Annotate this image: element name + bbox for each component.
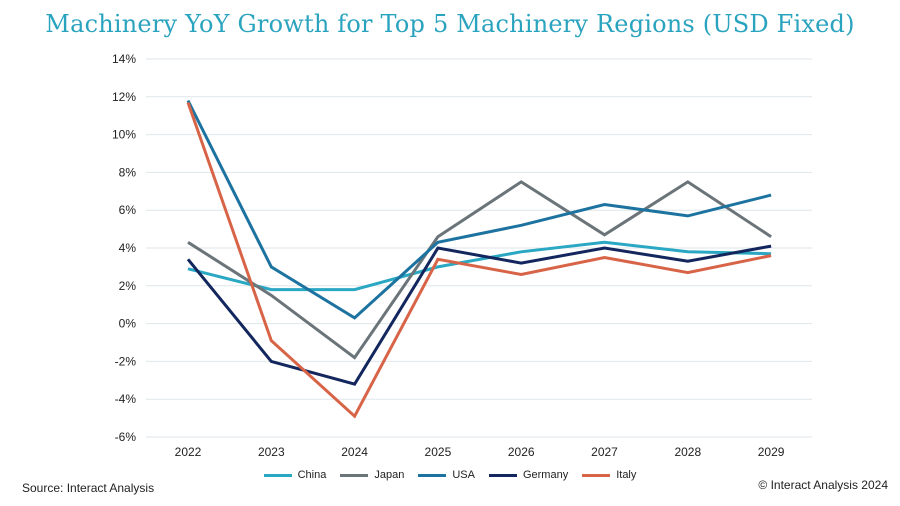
legend-swatch xyxy=(488,473,517,477)
y-tick-label: 4% xyxy=(119,241,137,255)
legend-label: USA xyxy=(452,469,475,481)
legend-label: Italy xyxy=(616,469,637,481)
y-tick-label: -6% xyxy=(115,430,137,444)
y-tick-label: 2% xyxy=(119,279,137,293)
legend-item-china: China xyxy=(263,469,327,481)
x-tick-label: 2022 xyxy=(175,445,202,459)
y-tick-label: 0% xyxy=(119,317,137,331)
x-tick-label: 2027 xyxy=(591,445,618,459)
legend-label: Germany xyxy=(522,469,569,481)
x-tick-label: 2029 xyxy=(758,445,785,459)
series-line-italy xyxy=(186,102,772,419)
series-line-usa xyxy=(186,99,772,320)
y-tick-label: 6% xyxy=(119,203,137,217)
legend-swatch xyxy=(418,473,447,477)
y-tick-label: -2% xyxy=(115,354,137,368)
x-tick-label: 2026 xyxy=(508,445,535,459)
x-tick-label: 2028 xyxy=(674,445,701,459)
y-tick-label: 12% xyxy=(112,90,136,104)
series-line-china xyxy=(187,240,772,292)
y-tick-label: -4% xyxy=(115,392,137,406)
gridlines xyxy=(146,58,812,438)
legend-item-japan: Japan xyxy=(340,469,404,481)
legend-label: China xyxy=(297,469,327,481)
x-axis-ticks: 2022 2023 2024 2025 2026 2027 2028 2029 xyxy=(175,445,785,459)
chart-legend: China Japan USA Germany Italy xyxy=(0,469,900,481)
series-lines xyxy=(186,99,772,419)
x-tick-label: 2023 xyxy=(258,445,285,459)
y-tick-label: 14% xyxy=(112,52,136,66)
y-axis-ticks: 14% 12% 10% 8% 6% 4% 2% 0% -2% -4% -6% xyxy=(112,52,136,444)
legend-item-germany: Germany xyxy=(488,469,569,481)
legend-swatch xyxy=(340,473,369,477)
legend-swatch xyxy=(582,473,611,477)
y-tick-label: 10% xyxy=(112,128,136,142)
legend-item-usa: USA xyxy=(418,469,475,481)
x-tick-label: 2025 xyxy=(425,445,452,459)
x-tick-label: 2024 xyxy=(341,445,368,459)
copyright-note: © Interact Analysis 2024 xyxy=(758,478,888,492)
legend-swatch xyxy=(263,473,292,477)
source-note: Source: Interact Analysis xyxy=(22,481,155,495)
legend-label: Japan xyxy=(374,469,405,481)
series-line-japan xyxy=(187,180,772,360)
series-line-germany xyxy=(186,244,772,386)
y-tick-label: 8% xyxy=(119,165,137,179)
legend-item-italy: Italy xyxy=(582,469,636,481)
chart-title: Machinery YoY Growth for Top 5 Machinery… xyxy=(45,10,855,38)
